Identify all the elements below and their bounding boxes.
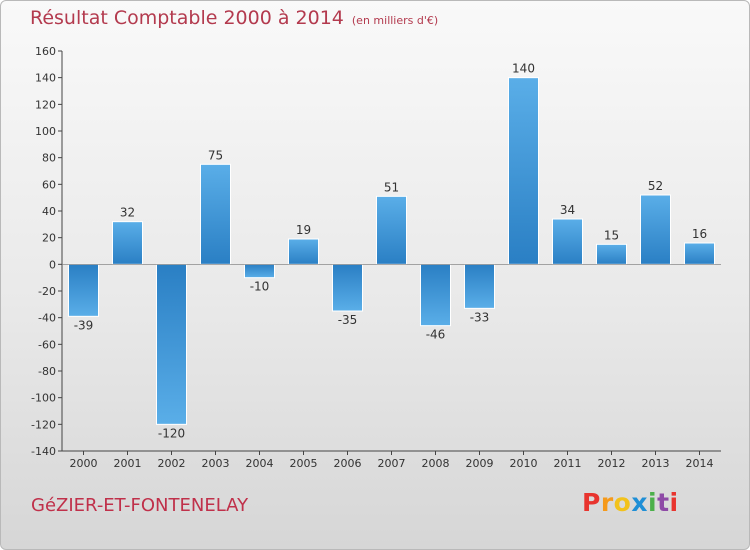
data-label-2014: 16 <box>692 227 707 241</box>
data-label-2001: 32 <box>120 206 135 220</box>
bar-2013 <box>640 194 671 265</box>
x-tick-label: 2000 <box>70 457 98 470</box>
logo-letter: x <box>631 488 648 517</box>
data-label-2004: -10 <box>250 280 270 294</box>
commune-name: GéZIER-ET-FONTENELAY <box>31 495 249 516</box>
x-tick-label: 2001 <box>114 457 142 470</box>
bar-2010 <box>508 77 539 265</box>
bar-2012 <box>596 243 627 265</box>
data-label-2000: -39 <box>74 318 94 332</box>
x-tick-label: 2012 <box>598 457 626 470</box>
data-label-2003: 75 <box>208 148 223 162</box>
x-tick-label: 2014 <box>686 457 714 470</box>
data-label-2010: 140 <box>512 62 535 76</box>
x-tick-label: 2007 <box>378 457 406 470</box>
logo-letter: P <box>582 488 601 517</box>
data-label-2013: 52 <box>648 179 663 193</box>
data-label-2012: 15 <box>604 228 619 242</box>
x-tick-label: 2009 <box>466 457 494 470</box>
data-label-2006: -35 <box>338 313 358 327</box>
bar-2006 <box>332 263 363 312</box>
bar-2000 <box>68 263 99 317</box>
y-tick-label: 20 <box>42 232 56 245</box>
bar-2008 <box>420 263 451 327</box>
x-tick-label: 2013 <box>642 457 670 470</box>
data-label-2002: -120 <box>158 426 185 440</box>
y-tick-label: -20 <box>38 285 56 298</box>
data-label-2009: -33 <box>470 310 490 324</box>
bar-2003 <box>200 163 231 265</box>
bar-2007 <box>376 195 407 265</box>
data-label-2008: -46 <box>426 328 446 342</box>
logo-letter: o <box>613 488 632 517</box>
bar-2005 <box>288 238 319 265</box>
proxiti-logo: Proxiti <box>582 488 679 517</box>
x-tick-label: 2006 <box>334 457 362 470</box>
x-tick-label: 2005 <box>290 457 318 470</box>
y-tick-label: 40 <box>42 205 56 218</box>
bar-2004 <box>244 263 275 279</box>
logo-letter: r <box>600 488 614 517</box>
y-tick-label: 80 <box>42 152 56 165</box>
y-tick-label: 60 <box>42 178 56 191</box>
logo-letter: i <box>669 488 679 517</box>
bar-2002 <box>156 263 187 425</box>
logo-letter: i <box>648 488 658 517</box>
x-tick-label: 2010 <box>510 457 538 470</box>
chart-title: Résultat Comptable 2000 à 2014 <box>30 7 344 29</box>
x-tick-label: 2011 <box>554 457 582 470</box>
data-label-2011: 34 <box>560 203 575 217</box>
y-tick-label: -120 <box>31 418 56 431</box>
y-tick-label: -40 <box>38 312 56 325</box>
y-tick-label: 120 <box>35 98 56 111</box>
logo-letter: t <box>657 488 670 517</box>
bar-2001 <box>112 221 143 265</box>
data-label-2005: 19 <box>296 223 311 237</box>
y-tick-label: -60 <box>38 338 56 351</box>
y-tick-label: -140 <box>31 445 56 458</box>
chart-subtitle: (en milliers d'€) <box>351 14 439 27</box>
x-tick-label: 2002 <box>158 457 186 470</box>
data-label-2007: 51 <box>384 180 399 194</box>
y-tick-label: -100 <box>31 392 56 405</box>
y-tick-label: 0 <box>49 258 56 271</box>
y-tick-label: -80 <box>38 365 56 378</box>
y-tick-label: 100 <box>35 125 56 138</box>
y-tick-label: 140 <box>35 72 56 85</box>
x-tick-label: 2004 <box>246 457 274 470</box>
x-tick-label: 2003 <box>202 457 230 470</box>
y-tick-label: 160 <box>35 45 56 58</box>
chart-title-block: Résultat Comptable 2000 à 2014 (en millie… <box>30 7 438 29</box>
bar-2009 <box>464 263 495 309</box>
bar-2014 <box>684 242 715 265</box>
bar-2011 <box>552 218 583 265</box>
x-tick-label: 2008 <box>422 457 450 470</box>
